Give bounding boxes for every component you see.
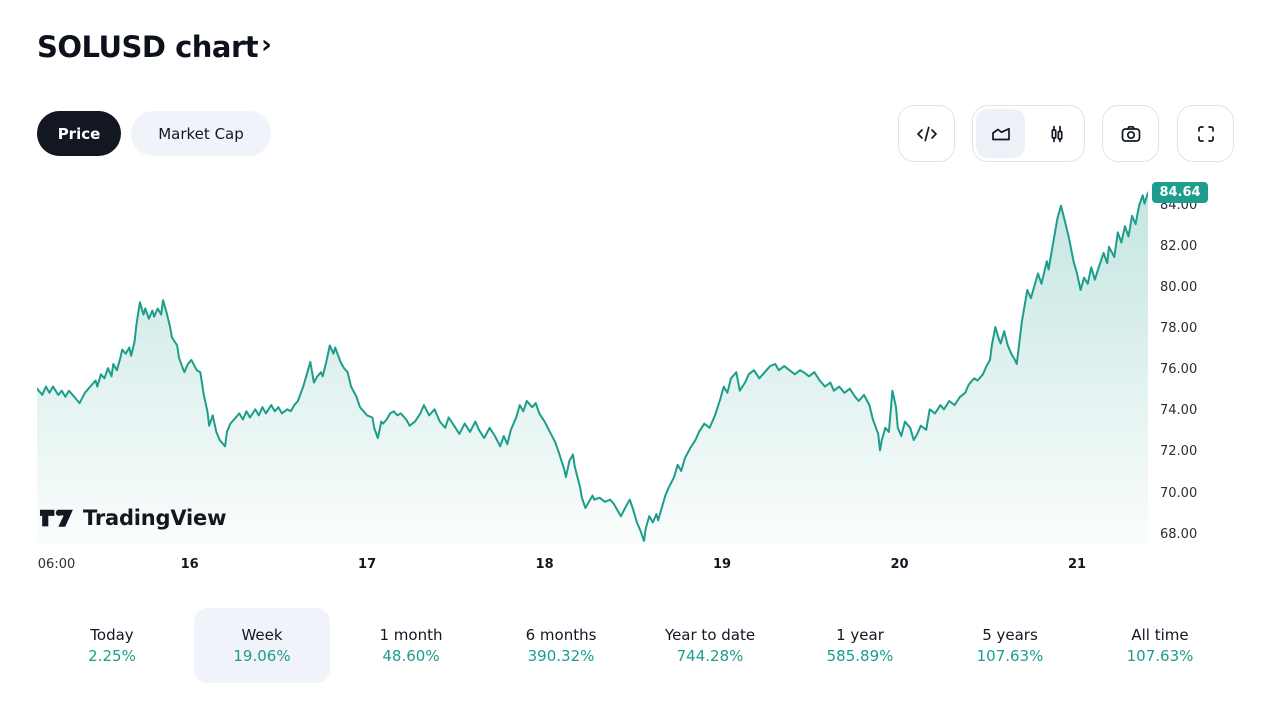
range-tab-percent: 2.25%: [88, 647, 136, 665]
range-tab-label: Week: [241, 626, 283, 644]
candlestick-icon: [1050, 125, 1063, 142]
range-tab-percent: 107.63%: [976, 647, 1044, 665]
range-tab-percent: 390.32%: [527, 647, 595, 665]
fullscreen-icon: [1197, 125, 1214, 142]
range-tab-label: Year to date: [664, 626, 756, 644]
candlestick-button[interactable]: [1032, 109, 1081, 158]
range-tab-percent: 19.06%: [233, 647, 291, 665]
x-axis-label: 21: [1067, 557, 1087, 572]
range-tab-label: All time: [1131, 626, 1189, 644]
range-tab-label: 1 year: [836, 626, 884, 644]
range-tab-1-month[interactable]: 1 month 48.60%: [343, 608, 479, 683]
y-axis-label: 78.00: [1160, 321, 1198, 337]
x-axis-label: 16: [180, 557, 199, 572]
y-axis-label: 82.00: [1160, 238, 1198, 254]
area-chart-button[interactable]: [976, 109, 1025, 158]
y-axis-label: 72.00: [1160, 444, 1198, 460]
x-axis-label: 17: [358, 557, 377, 572]
market-cap-toggle-button[interactable]: Market Cap: [131, 111, 271, 156]
range-tab-5-years[interactable]: 5 years 107.63%: [942, 608, 1078, 683]
area-fill: [37, 192, 1148, 545]
y-axis-label: 68.00: [1160, 526, 1198, 542]
area-chart-icon: [991, 127, 1010, 140]
fullscreen-button[interactable]: [1177, 105, 1234, 162]
tradingview-logo-icon: [40, 509, 73, 527]
price-toggle-button[interactable]: Price: [37, 111, 121, 156]
range-tab-label: 5 years: [982, 626, 1038, 644]
chart-type-toggle: [972, 105, 1085, 162]
tradingview-logo-text: TradingView: [83, 506, 227, 530]
x-axis-label: 06:00: [37, 557, 76, 572]
range-tab-percent: 48.60%: [382, 647, 440, 665]
range-tab-week[interactable]: Week 19.06%: [194, 608, 330, 683]
code-icon: [916, 126, 937, 141]
embed-code-button[interactable]: [898, 105, 955, 162]
tradingview-logo[interactable]: TradingView: [40, 506, 226, 530]
y-axis-label: 76.00: [1160, 362, 1198, 378]
price-line: [36, 191, 1149, 542]
range-tab-label: 6 months: [525, 626, 597, 644]
range-tab-6-months[interactable]: 6 months 390.32%: [493, 608, 629, 683]
range-tab-today[interactable]: Today 2.25%: [44, 608, 180, 683]
page-title: SOLUSD chart: [37, 30, 259, 64]
range-tab-label: 1 month: [379, 626, 443, 644]
range-tab-all-time[interactable]: All time 107.63%: [1092, 608, 1228, 683]
price-chart[interactable]: [36, 183, 1149, 545]
y-axis-label: 80.00: [1160, 279, 1198, 295]
x-axis-label: 19: [713, 557, 732, 572]
x-axis-label: 20: [890, 557, 909, 572]
screenshot-button[interactable]: [1102, 105, 1159, 162]
y-axis-label: 70.00: [1160, 485, 1198, 501]
range-tab-label: Today: [90, 626, 134, 644]
last-price-badge: 84.64: [1152, 181, 1208, 203]
chevron-right-icon: ›: [261, 30, 272, 60]
x-axis-label: 18: [535, 557, 554, 572]
range-tab-year-to-date[interactable]: Year to date 744.28%: [642, 608, 778, 683]
chart-title-link[interactable]: SOLUSD chart ›: [37, 30, 272, 64]
y-axis-label: 74.00: [1160, 403, 1198, 419]
range-tab-1-year[interactable]: 1 year 585.89%: [792, 608, 928, 683]
range-tab-percent: 107.63%: [1126, 647, 1194, 665]
range-tab-percent: 744.28%: [676, 647, 744, 665]
camera-icon: [1121, 125, 1140, 142]
range-tab-percent: 585.89%: [826, 647, 894, 665]
